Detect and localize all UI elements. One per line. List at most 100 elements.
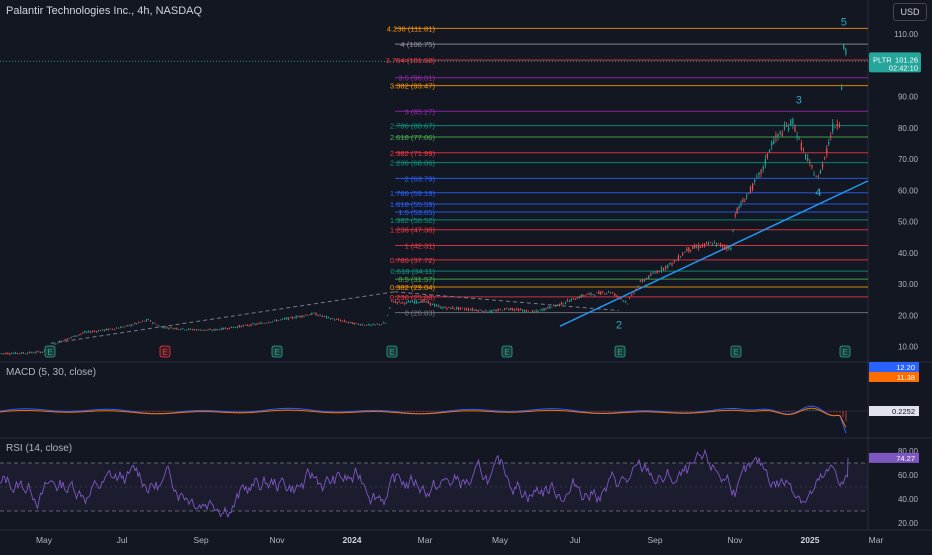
candle-body bbox=[203, 329, 205, 331]
candle-body bbox=[391, 300, 393, 301]
candle-body bbox=[754, 179, 756, 182]
candle-body bbox=[378, 324, 381, 325]
candle-body bbox=[694, 245, 696, 248]
candle-body bbox=[525, 310, 528, 312]
candle-body bbox=[667, 264, 669, 268]
macd-histogram-tag bbox=[869, 406, 919, 416]
candle-body bbox=[368, 324, 370, 326]
candle-body bbox=[549, 306, 551, 309]
candle-body bbox=[471, 308, 473, 311]
candle-body bbox=[643, 279, 646, 282]
candle-body bbox=[142, 321, 144, 322]
candle-body bbox=[351, 322, 353, 324]
candle-body bbox=[421, 300, 423, 303]
candle-body bbox=[260, 322, 262, 325]
candle-body bbox=[752, 183, 754, 190]
candle-body bbox=[197, 329, 199, 330]
candle-body bbox=[394, 301, 397, 302]
earnings-marker-icon bbox=[386, 345, 398, 358]
candle-body bbox=[798, 136, 800, 138]
candle-body bbox=[639, 280, 641, 282]
candle-body bbox=[413, 301, 415, 304]
candle-body bbox=[407, 301, 410, 302]
candle-body bbox=[18, 353, 21, 355]
candle-body bbox=[510, 308, 512, 310]
candle-body bbox=[794, 126, 796, 132]
candle-body bbox=[256, 323, 258, 325]
candle-body bbox=[531, 310, 533, 312]
candle-body bbox=[143, 320, 146, 322]
candle-body bbox=[841, 87, 843, 89]
candle-body bbox=[361, 324, 364, 325]
earnings-marker-icon bbox=[839, 345, 851, 358]
fib-level-label: 1.618 (55.59) bbox=[390, 200, 436, 209]
candle-body bbox=[802, 149, 805, 150]
candle-body bbox=[572, 297, 574, 299]
price-candles bbox=[0, 43, 847, 356]
candle-body bbox=[756, 176, 758, 178]
candle-body bbox=[279, 319, 282, 321]
price-axis-tick: 90.00 bbox=[898, 93, 919, 102]
candle-body bbox=[272, 321, 274, 322]
candle-body bbox=[682, 253, 684, 255]
candle-body bbox=[126, 325, 128, 326]
fib-level-label: 2.382 (71.99) bbox=[390, 149, 436, 158]
candle-body bbox=[817, 177, 819, 178]
fib-level-label: 1.382 (50.52) bbox=[390, 216, 436, 225]
fib-level-label: 1 (42.31) bbox=[405, 242, 436, 251]
fib-level-label: 0.618 (34.11) bbox=[390, 267, 435, 276]
candle-body bbox=[740, 203, 742, 206]
candle-body bbox=[834, 127, 836, 129]
candle-body bbox=[633, 292, 635, 294]
time-axis-label: Nov bbox=[269, 535, 285, 545]
candle-body bbox=[291, 317, 293, 319]
earnings-marker-icon bbox=[159, 345, 171, 358]
candle-body bbox=[311, 313, 313, 315]
candle-body bbox=[7, 352, 9, 354]
candle-body bbox=[281, 318, 284, 320]
candle-body bbox=[242, 325, 244, 327]
candle-body bbox=[335, 319, 338, 320]
fib-level-label: 2.236 (68.86) bbox=[390, 159, 436, 168]
candle-body bbox=[229, 327, 231, 329]
candle-body bbox=[781, 133, 783, 136]
candle-body bbox=[317, 315, 319, 316]
candle-body bbox=[154, 322, 156, 324]
fib-level-label: 2 (63.79) bbox=[405, 174, 436, 183]
price-axis-tick: 80.00 bbox=[898, 124, 919, 133]
candle-body bbox=[374, 324, 376, 326]
time-axis: May Jul Sep Nov 2024 Mar May Jul Sep Nov 2025 Mar bbox=[36, 535, 884, 545]
candle-body bbox=[783, 125, 785, 129]
fib-level-label: 1.236 (47.38) bbox=[390, 226, 436, 235]
candle-body bbox=[168, 328, 170, 330]
candle-body bbox=[376, 324, 378, 325]
candle-body bbox=[43, 349, 46, 351]
candle-body bbox=[578, 296, 580, 299]
candle-body bbox=[393, 302, 395, 303]
time-axis-label: 2024 bbox=[343, 535, 362, 545]
candle-body bbox=[37, 351, 39, 352]
macd-signal-tag bbox=[869, 372, 919, 382]
candle-body bbox=[396, 302, 398, 304]
fib-level-label: 3.764 (101.68) bbox=[386, 56, 436, 65]
candle-body bbox=[658, 271, 660, 273]
candle-body bbox=[660, 267, 663, 271]
candle-body bbox=[467, 308, 469, 311]
candle-body bbox=[580, 295, 582, 298]
candle-body bbox=[454, 308, 456, 310]
candle-body bbox=[275, 320, 278, 322]
candle-body bbox=[359, 324, 361, 326]
candle-body bbox=[662, 267, 665, 270]
currency-button[interactable]: USD bbox=[893, 3, 927, 21]
candle-body bbox=[728, 246, 730, 249]
candle-body bbox=[463, 308, 466, 310]
candle-body bbox=[9, 353, 11, 355]
candle-body bbox=[501, 310, 504, 312]
candle-body bbox=[423, 299, 425, 302]
rsi-pane-title: RSI (14, close) bbox=[6, 443, 73, 454]
candle-body bbox=[457, 307, 460, 310]
candle-body bbox=[185, 329, 188, 331]
candle-body bbox=[211, 330, 213, 332]
candle-body bbox=[295, 316, 297, 318]
